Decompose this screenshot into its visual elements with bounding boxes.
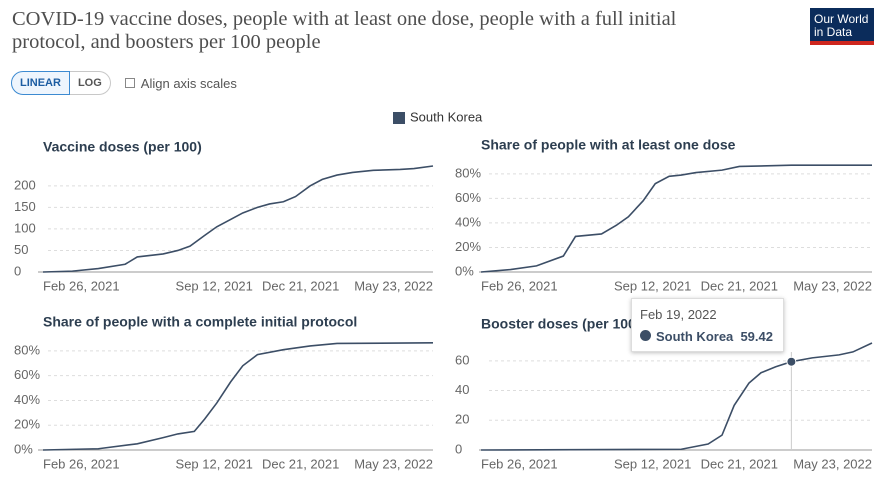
panel-title: Share of people with a complete initial …: [43, 314, 357, 330]
y-tick-label: 100: [14, 220, 36, 235]
x-tick-label: Feb 26, 2021: [43, 456, 120, 471]
tooltip-value: 59.42: [740, 329, 773, 344]
y-tick-label: 20%: [14, 417, 40, 432]
y-tick-label: 0: [14, 263, 21, 278]
x-tick-label: Feb 26, 2021: [481, 278, 558, 293]
chart-title: COVID-19 vaccine doses, people with at l…: [12, 8, 677, 53]
controls: LINEAR LOG Align axis scales: [11, 71, 237, 95]
tooltip-swatch: [640, 330, 651, 341]
y-tick-label: 80%: [455, 165, 481, 180]
panel-title: Share of people with at least one dose: [481, 137, 736, 153]
y-tick-label: 20%: [455, 239, 481, 254]
series-line: [42, 342, 434, 451]
y-tick-label: 40: [455, 382, 469, 397]
series-line: [42, 165, 434, 273]
y-tick-label: 60%: [14, 367, 40, 382]
x-tick-label: Sep 12, 2021: [614, 278, 691, 293]
y-tick-label: 50: [14, 242, 28, 257]
linear-button[interactable]: LINEAR: [11, 71, 70, 95]
align-checkbox[interactable]: Align axis scales: [124, 75, 237, 91]
x-tick-label: Sep 12, 2021: [176, 456, 253, 471]
align-label: Align axis scales: [140, 75, 237, 91]
log-button[interactable]: LOG: [69, 71, 111, 95]
series-line: [480, 164, 872, 273]
logo[interactable]: Our World in Data: [810, 8, 874, 45]
y-tick-label: 60: [455, 352, 469, 367]
legend-label: South Korea: [410, 109, 483, 124]
x-tick-label: Feb 26, 2021: [43, 278, 120, 293]
x-tick-label: May 23, 2022: [354, 278, 433, 293]
x-tick-label: May 23, 2022: [354, 456, 433, 471]
y-tick-label: 0%: [455, 263, 474, 278]
tooltip-series: South Korea: [656, 329, 734, 344]
y-tick-label: 0%: [14, 441, 33, 456]
x-tick-label: May 23, 2022: [793, 456, 872, 471]
legend-swatch: [393, 112, 405, 124]
y-tick-label: 0: [455, 441, 462, 456]
x-tick-label: Sep 12, 2021: [176, 278, 253, 293]
tooltip: Feb 19, 2022 South Korea 59.42: [631, 298, 784, 352]
x-tick-label: Feb 26, 2021: [481, 456, 558, 471]
y-tick-label: 80%: [14, 342, 40, 357]
x-tick-label: Sep 12, 2021: [614, 456, 691, 471]
series-line: [480, 342, 873, 451]
x-tick-label: Dec 21, 2021: [701, 278, 778, 293]
y-tick-label: 40%: [455, 214, 481, 229]
x-tick-label: Dec 21, 2021: [262, 456, 339, 471]
y-tick-label: 40%: [14, 392, 40, 407]
x-tick-label: May 23, 2022: [793, 278, 872, 293]
y-tick-label: 150: [14, 199, 36, 214]
y-tick-label: 20: [455, 412, 469, 427]
panel-title: Vaccine doses (per 100): [43, 139, 202, 155]
tooltip-date: Feb 19, 2022: [640, 307, 717, 322]
x-tick-label: Dec 21, 2021: [701, 456, 778, 471]
y-tick-label: 60%: [455, 190, 481, 205]
y-tick-label: 200: [14, 177, 36, 192]
panel-title: Booster doses (per 100): [481, 316, 641, 332]
hover-point: [786, 356, 797, 367]
x-tick-label: Dec 21, 2021: [262, 278, 339, 293]
